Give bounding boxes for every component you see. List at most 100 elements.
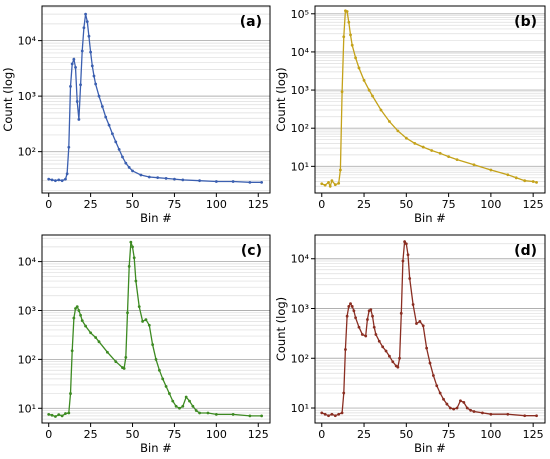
- data-point: [50, 178, 54, 182]
- data-point: [445, 402, 449, 406]
- data-point: [82, 26, 86, 30]
- data-point: [248, 180, 252, 184]
- data-point: [198, 411, 201, 415]
- data-point: [188, 399, 191, 403]
- data-point: [64, 177, 67, 181]
- data-point: [69, 84, 72, 88]
- y-tick-label: 10¹: [18, 402, 36, 415]
- data-point: [64, 412, 67, 415]
- data-point: [388, 354, 391, 358]
- data-point: [184, 395, 188, 399]
- data-point: [157, 368, 161, 372]
- data-point: [320, 411, 324, 415]
- x-tick-label: 0: [318, 428, 325, 441]
- data-point: [198, 179, 201, 183]
- y-tick-label: 10⁴: [18, 35, 37, 48]
- data-point: [75, 100, 79, 103]
- data-point: [350, 43, 354, 47]
- data-point: [194, 409, 198, 412]
- data-point: [107, 123, 111, 127]
- data-point: [330, 412, 334, 416]
- data-point: [97, 340, 101, 344]
- data-point: [114, 140, 118, 144]
- y-tick-label: 10²: [291, 352, 309, 365]
- data-point: [459, 399, 462, 403]
- data-point: [350, 305, 354, 308]
- data-point: [67, 411, 71, 415]
- x-tick-label: 0: [318, 198, 325, 211]
- data-point: [404, 136, 408, 140]
- panel-label: (a): [240, 14, 262, 30]
- data-point: [127, 264, 131, 268]
- data-point: [377, 339, 381, 343]
- data-point: [360, 333, 364, 336]
- data-point: [131, 169, 134, 173]
- x-axis-label: Bin #: [414, 211, 446, 225]
- data-point: [214, 180, 218, 183]
- data-point: [231, 180, 235, 183]
- data-point: [352, 309, 356, 313]
- x-tick-label: 100: [480, 428, 501, 441]
- x-tick-label: 25: [84, 428, 98, 441]
- data-point: [425, 346, 429, 350]
- x-tick-label: 125: [248, 428, 269, 441]
- data-point: [151, 343, 155, 347]
- data-point: [354, 316, 357, 320]
- data-point: [388, 120, 391, 123]
- data-point: [131, 245, 134, 249]
- data-point: [371, 314, 374, 318]
- data-point: [206, 411, 210, 415]
- data-point: [77, 309, 81, 312]
- data-point: [338, 168, 342, 172]
- data-point: [65, 172, 69, 176]
- x-tick-label: 50: [126, 428, 140, 441]
- data-point: [489, 412, 493, 416]
- data-point: [72, 57, 76, 61]
- x-tick-label: 0: [45, 428, 52, 441]
- x-tick-label: 25: [357, 428, 371, 441]
- data-point: [337, 181, 341, 185]
- x-tick-label: 25: [84, 198, 98, 211]
- data-point: [117, 147, 121, 151]
- data-point: [79, 83, 82, 87]
- y-tick-label: 10¹: [291, 402, 309, 415]
- data-point: [323, 183, 327, 187]
- data-point: [384, 349, 388, 353]
- data-point: [47, 177, 51, 181]
- x-tick-label: 125: [523, 198, 544, 211]
- data-point: [411, 303, 415, 306]
- x-tick-label: 100: [480, 198, 501, 211]
- x-axis-label: Bin #: [140, 441, 172, 455]
- data-point: [523, 179, 527, 183]
- data-point: [345, 10, 349, 13]
- data-point: [330, 179, 334, 183]
- data-point: [357, 66, 361, 70]
- data-point: [181, 404, 185, 408]
- data-point: [70, 349, 74, 353]
- data-point: [320, 182, 324, 186]
- data-point: [87, 34, 91, 38]
- data-point: [141, 319, 144, 323]
- data-point: [50, 413, 54, 417]
- x-tick-label: 125: [523, 428, 544, 441]
- data-point: [342, 35, 346, 39]
- y-tick-label: 10²: [18, 353, 36, 366]
- data-point: [168, 392, 171, 395]
- data-point: [100, 105, 104, 108]
- data-point: [391, 360, 395, 364]
- plot-frame: [314, 234, 546, 424]
- data-point: [531, 180, 535, 183]
- plot-frame: [314, 5, 546, 194]
- data-point: [421, 145, 425, 149]
- plot-frame: [41, 234, 271, 424]
- panel-label: (c): [241, 243, 262, 259]
- data-point: [398, 356, 401, 360]
- data-point: [438, 391, 442, 395]
- y-tick-label: 10³: [291, 84, 309, 97]
- data-point: [97, 94, 101, 98]
- series-line: [48, 13, 262, 183]
- data-point: [535, 414, 538, 418]
- data-point: [447, 155, 451, 159]
